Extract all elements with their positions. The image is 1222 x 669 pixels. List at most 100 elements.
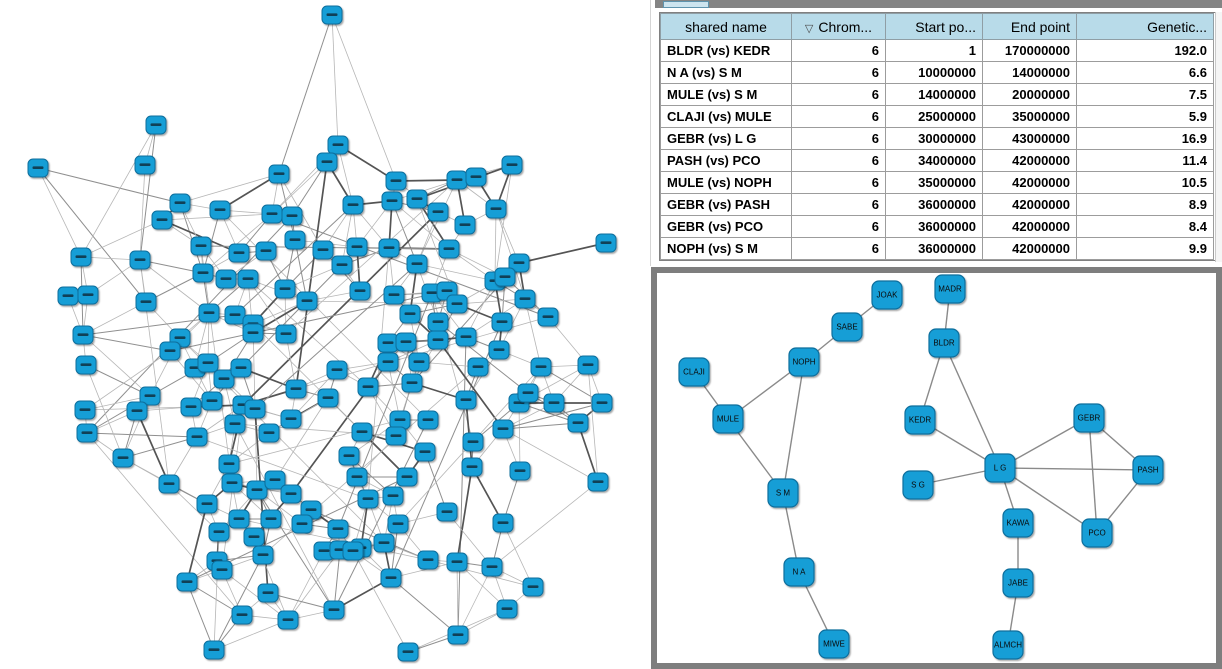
filter-icon[interactable]: ▽ bbox=[804, 22, 814, 35]
table-cell[interactable]: 6 bbox=[791, 105, 886, 128]
detail-network-canvas[interactable]: JOAK SABE NOPH CLAJI MULE S M N A MIWE MADR BLDR K… bbox=[657, 273, 1216, 663]
table-cell[interactable]: MULE (vs) NOPH bbox=[660, 171, 792, 194]
table-cell[interactable]: 6 bbox=[791, 193, 886, 216]
table-row[interactable]: N A (vs) S M 6 10000000 14000000 6.6 bbox=[660, 61, 1214, 84]
table-cell[interactable]: 1 bbox=[885, 39, 983, 62]
table-cell[interactable]: 34000000 bbox=[885, 149, 983, 172]
table-cell[interactable]: 20000000 bbox=[982, 83, 1077, 106]
network-edge[interactable] bbox=[782, 361, 805, 494]
graph-node[interactable] bbox=[934, 274, 966, 304]
node-label: SABE bbox=[836, 323, 857, 332]
table-cell[interactable]: 6 bbox=[791, 237, 886, 260]
table-cell[interactable]: 10000000 bbox=[885, 61, 983, 84]
table-cell[interactable]: 14000000 bbox=[885, 83, 983, 106]
table-cell[interactable]: GEBR (vs) L G bbox=[660, 127, 792, 150]
table-cell[interactable]: GEBR (vs) PCO bbox=[660, 215, 792, 238]
table-row[interactable]: MULE (vs) NOPH 6 35000000 42000000 10.5 bbox=[660, 171, 1214, 194]
table-cell[interactable]: 9.9 bbox=[1076, 237, 1214, 260]
graph-node[interactable] bbox=[1132, 455, 1164, 485]
table-row[interactable]: MULE (vs) S M 6 14000000 20000000 7.5 bbox=[660, 83, 1214, 106]
graph-node[interactable] bbox=[871, 280, 903, 310]
graph-node[interactable] bbox=[712, 404, 744, 434]
graph-node[interactable] bbox=[1073, 403, 1105, 433]
table-row[interactable]: NOPH (vs) S M 6 36000000 42000000 9.9 bbox=[660, 237, 1214, 260]
overview-network-canvas[interactable] bbox=[0, 0, 650, 669]
table-cell[interactable]: 42000000 bbox=[982, 215, 1077, 238]
table-cell[interactable]: GEBR (vs) PASH bbox=[660, 193, 792, 216]
network-edge bbox=[287, 550, 325, 621]
graph-node[interactable] bbox=[818, 629, 850, 659]
table-row[interactable]: BLDR (vs) KEDR 6 1 170000000 192.0 bbox=[660, 39, 1214, 62]
table-scrollbar[interactable] bbox=[1215, 12, 1222, 262]
table-cell[interactable]: 36000000 bbox=[885, 193, 983, 216]
table-cell[interactable]: 6 bbox=[791, 127, 886, 150]
table-cell[interactable]: 6 bbox=[791, 215, 886, 238]
table-cell[interactable]: 6 bbox=[791, 83, 886, 106]
graph-node[interactable] bbox=[1002, 508, 1034, 538]
table-cell[interactable]: 6.6 bbox=[1076, 61, 1214, 84]
table-cell[interactable]: 42000000 bbox=[982, 193, 1077, 216]
panel-divider[interactable] bbox=[650, 0, 651, 266]
table-cell[interactable]: 7.5 bbox=[1076, 83, 1214, 106]
table-cell[interactable]: MULE (vs) S M bbox=[660, 83, 792, 106]
column-header-start-point[interactable]: Start po... bbox=[885, 13, 983, 40]
table-cell[interactable]: 16.9 bbox=[1076, 127, 1214, 150]
column-header-chromosome[interactable]: ▽ Chrom... bbox=[791, 13, 886, 40]
table-cell[interactable]: 42000000 bbox=[982, 149, 1077, 172]
table-cell[interactable]: 8.9 bbox=[1076, 193, 1214, 216]
graph-node[interactable] bbox=[902, 470, 934, 500]
table-cell[interactable]: 36000000 bbox=[885, 237, 983, 260]
graph-node[interactable] bbox=[767, 478, 799, 508]
table-cell[interactable]: 25000000 bbox=[885, 105, 983, 128]
table-cell[interactable]: 10.5 bbox=[1076, 171, 1214, 194]
table-row[interactable]: GEBR (vs) L G 6 30000000 43000000 16.9 bbox=[660, 127, 1214, 150]
table-row[interactable]: PASH (vs) PCO 6 34000000 42000000 11.4 bbox=[660, 149, 1214, 172]
table-cell[interactable]: 42000000 bbox=[982, 171, 1077, 194]
table-cell[interactable]: 42000000 bbox=[982, 237, 1077, 260]
graph-node[interactable] bbox=[831, 312, 863, 342]
column-header-genetic[interactable]: Genetic... bbox=[1076, 13, 1214, 40]
node-label bbox=[490, 207, 502, 210]
network-edge[interactable] bbox=[943, 342, 1001, 469]
table-cell[interactable]: 11.4 bbox=[1076, 149, 1214, 172]
table-panel-tab[interactable] bbox=[663, 1, 709, 8]
graph-node[interactable] bbox=[928, 328, 960, 358]
table-cell[interactable]: 6 bbox=[791, 149, 886, 172]
table-cell[interactable]: 43000000 bbox=[982, 127, 1077, 150]
table-cell[interactable]: 6 bbox=[791, 39, 886, 62]
table-cell[interactable]: 170000000 bbox=[982, 39, 1077, 62]
graph-node[interactable] bbox=[1081, 518, 1113, 548]
table-cell[interactable]: 192.0 bbox=[1076, 39, 1214, 62]
graph-node[interactable] bbox=[1002, 568, 1034, 598]
table-cell[interactable]: 6 bbox=[791, 171, 886, 194]
graph-node[interactable] bbox=[904, 405, 936, 435]
table-cell[interactable]: 6 bbox=[791, 61, 886, 84]
table-cell[interactable]: N A (vs) S M bbox=[660, 61, 792, 84]
column-header-shared-name[interactable]: shared name bbox=[660, 13, 792, 40]
table-cell[interactable]: 30000000 bbox=[885, 127, 983, 150]
node-label bbox=[262, 591, 274, 594]
table-cell[interactable]: 35000000 bbox=[982, 105, 1077, 128]
graph-node[interactable] bbox=[783, 557, 815, 587]
table-cell[interactable]: CLAJI (vs) MULE bbox=[660, 105, 792, 128]
graph-node[interactable] bbox=[678, 357, 710, 387]
graph-node[interactable] bbox=[788, 347, 820, 377]
table-row[interactable]: CLAJI (vs) MULE 6 25000000 35000000 5.9 bbox=[660, 105, 1214, 128]
network-edge[interactable] bbox=[999, 467, 1149, 471]
table-row[interactable]: GEBR (vs) PCO 6 36000000 42000000 8.4 bbox=[660, 215, 1214, 238]
network-edge[interactable] bbox=[999, 467, 1098, 534]
table-cell[interactable]: 36000000 bbox=[885, 215, 983, 238]
graph-node[interactable] bbox=[984, 453, 1016, 483]
table-cell[interactable]: 14000000 bbox=[982, 61, 1077, 84]
table-cell[interactable]: 35000000 bbox=[885, 171, 983, 194]
table-cell[interactable]: 8.4 bbox=[1076, 215, 1214, 238]
graph-node[interactable] bbox=[992, 630, 1024, 660]
table-cell[interactable]: BLDR (vs) KEDR bbox=[660, 39, 792, 62]
table-cell[interactable]: 5.9 bbox=[1076, 105, 1214, 128]
node-label bbox=[229, 422, 241, 425]
network-edge[interactable] bbox=[1088, 417, 1098, 534]
table-cell[interactable]: PASH (vs) PCO bbox=[660, 149, 792, 172]
table-cell[interactable]: NOPH (vs) S M bbox=[660, 237, 792, 260]
table-row[interactable]: GEBR (vs) PASH 6 36000000 42000000 8.9 bbox=[660, 193, 1214, 216]
column-header-end-point[interactable]: End point bbox=[982, 13, 1077, 40]
